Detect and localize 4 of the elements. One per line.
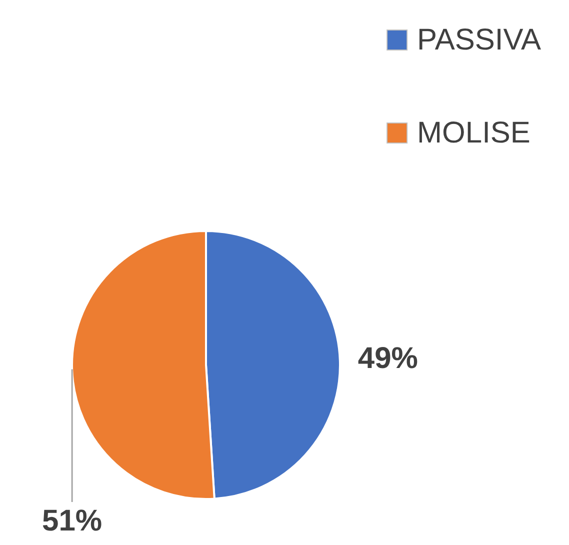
data-label: 49% bbox=[358, 342, 418, 376]
data-label: 51% bbox=[42, 504, 102, 538]
legend-label: MOLISE bbox=[417, 116, 530, 150]
legend-label: PASSIVA bbox=[417, 23, 542, 56]
